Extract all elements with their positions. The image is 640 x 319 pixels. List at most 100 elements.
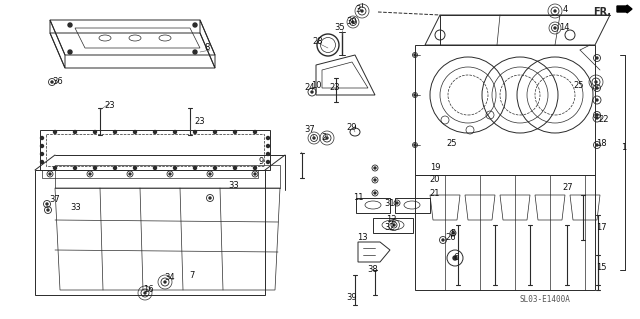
Circle shape (452, 232, 454, 234)
Circle shape (253, 167, 257, 169)
Circle shape (326, 137, 328, 139)
Circle shape (40, 160, 44, 164)
Circle shape (596, 117, 598, 119)
Circle shape (352, 21, 354, 23)
Text: FR.: FR. (593, 7, 611, 17)
Circle shape (134, 167, 136, 169)
Text: 9: 9 (259, 158, 264, 167)
Circle shape (74, 130, 77, 133)
Circle shape (193, 50, 197, 54)
Circle shape (40, 145, 44, 147)
Circle shape (254, 173, 256, 175)
Text: 32: 32 (385, 224, 396, 233)
Circle shape (361, 10, 363, 12)
Circle shape (54, 130, 56, 133)
Circle shape (414, 54, 416, 56)
Circle shape (193, 167, 196, 169)
Circle shape (129, 173, 131, 175)
Circle shape (164, 281, 166, 283)
Text: 1: 1 (621, 144, 627, 152)
Circle shape (266, 137, 269, 139)
Circle shape (40, 137, 44, 139)
Circle shape (49, 173, 51, 175)
Circle shape (113, 167, 116, 169)
Text: 25: 25 (447, 138, 457, 147)
Circle shape (596, 57, 598, 59)
Text: 37: 37 (50, 196, 60, 204)
Circle shape (311, 91, 313, 93)
Text: 3: 3 (355, 5, 361, 14)
Circle shape (154, 130, 157, 133)
Circle shape (396, 202, 398, 204)
Circle shape (234, 167, 237, 169)
Circle shape (169, 173, 171, 175)
Text: 29: 29 (347, 123, 357, 132)
Circle shape (374, 167, 376, 169)
Circle shape (209, 173, 211, 175)
Text: 7: 7 (189, 271, 195, 279)
Text: 33: 33 (70, 204, 81, 212)
Text: 30: 30 (347, 18, 357, 26)
Text: SL03-E1400A: SL03-E1400A (520, 295, 571, 305)
Circle shape (54, 167, 56, 169)
Circle shape (596, 114, 598, 116)
Text: 16: 16 (143, 286, 154, 294)
Text: 2: 2 (321, 133, 326, 143)
Text: 24: 24 (305, 84, 316, 93)
Text: 5: 5 (451, 228, 456, 238)
Circle shape (253, 130, 257, 133)
Circle shape (234, 130, 237, 133)
FancyArrow shape (617, 5, 632, 13)
Text: 13: 13 (356, 234, 367, 242)
Text: 19: 19 (429, 164, 440, 173)
Circle shape (113, 130, 116, 133)
Text: 8: 8 (204, 43, 210, 53)
Text: 11: 11 (353, 194, 364, 203)
Text: 10: 10 (311, 80, 321, 90)
Text: 27: 27 (563, 183, 573, 192)
Circle shape (596, 144, 598, 146)
Circle shape (453, 256, 457, 260)
Circle shape (154, 167, 157, 169)
Circle shape (93, 130, 97, 133)
Circle shape (40, 152, 44, 155)
Text: 14: 14 (559, 24, 569, 33)
Circle shape (595, 81, 597, 83)
Circle shape (266, 152, 269, 155)
Circle shape (266, 145, 269, 147)
Text: 22: 22 (599, 115, 609, 124)
Circle shape (214, 167, 216, 169)
Circle shape (313, 137, 315, 139)
Text: 4: 4 (563, 5, 568, 14)
Circle shape (374, 179, 376, 181)
Text: 26: 26 (445, 234, 456, 242)
Text: 28: 28 (313, 38, 323, 47)
Circle shape (173, 167, 177, 169)
Circle shape (134, 130, 136, 133)
Circle shape (46, 203, 48, 205)
Circle shape (554, 27, 556, 29)
Text: 38: 38 (367, 265, 378, 275)
Circle shape (193, 23, 197, 27)
Circle shape (596, 87, 598, 89)
Text: 34: 34 (164, 273, 175, 283)
Circle shape (266, 160, 269, 164)
Text: 6: 6 (453, 254, 459, 263)
Circle shape (209, 197, 211, 199)
Circle shape (68, 23, 72, 27)
Text: 31: 31 (385, 198, 396, 207)
Circle shape (414, 144, 416, 146)
Text: 35: 35 (335, 24, 346, 33)
Circle shape (596, 99, 598, 101)
Circle shape (393, 224, 395, 226)
Text: 12: 12 (386, 216, 396, 225)
Text: 33: 33 (228, 181, 239, 189)
Text: 17: 17 (596, 224, 606, 233)
Text: 21: 21 (429, 189, 440, 197)
Circle shape (414, 94, 416, 96)
Text: 25: 25 (573, 80, 584, 90)
Text: 23: 23 (330, 84, 340, 93)
Circle shape (173, 130, 177, 133)
Circle shape (51, 81, 53, 83)
Circle shape (89, 173, 91, 175)
